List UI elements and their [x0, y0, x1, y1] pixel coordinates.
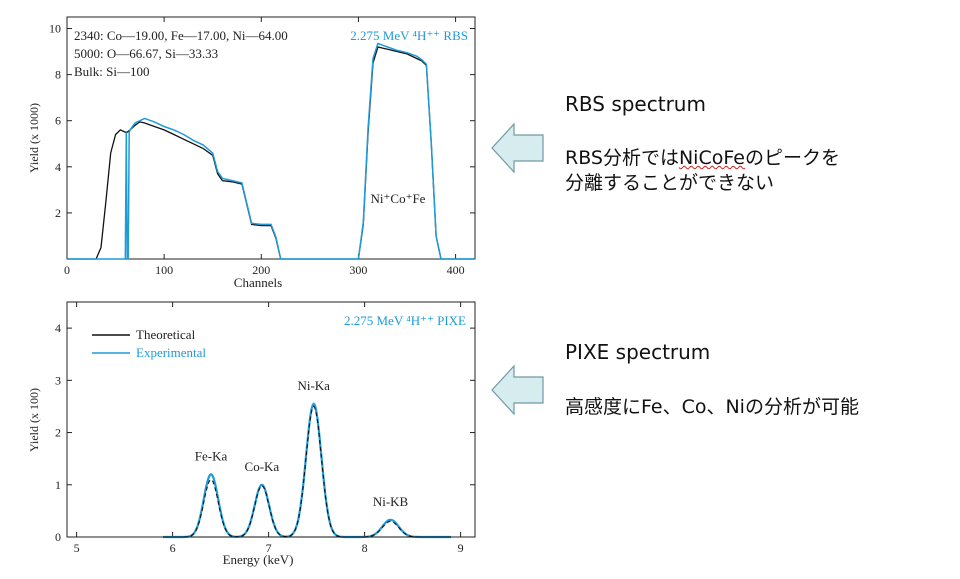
pixe-note-text: 高感度にFe、Co、Niの分析が可能	[565, 396, 859, 418]
x-tick-label: 6	[170, 541, 176, 555]
x-tick-label: 9	[458, 541, 464, 555]
y-tick-label: 3	[55, 373, 61, 387]
y-tick-label: 1	[55, 478, 61, 492]
pixe-peak-label: Co-Ka	[245, 459, 280, 474]
rbs-note-underlined: NiCoFe	[678, 147, 745, 169]
pixe-arrow-icon	[491, 364, 544, 416]
pixe-peak-label: Ni-Ka	[297, 378, 330, 393]
x-tick-label: 400	[447, 263, 465, 277]
rbs-peak-label: Ni⁺Co⁺Fe	[371, 191, 426, 206]
x-tick-label: 100	[155, 263, 173, 277]
rbs-note-text: RBS分析ではNiCoFeのピークを分離することができない	[565, 146, 840, 196]
pixe-series-group	[163, 402, 451, 539]
pixe-series-experimental	[163, 402, 451, 539]
y-tick-label: 2	[55, 426, 61, 440]
rbs-layer-line-1: 2340: Co—19.00, Fe—17.00, Ni—64.00	[74, 28, 288, 43]
x-tick-label: 200	[252, 263, 270, 277]
rbs-note-rest: のピークを	[744, 147, 840, 169]
pixe-peak-label: Ni-KB	[373, 494, 409, 509]
x-tick-label: 7	[266, 541, 272, 555]
rbs-plot-frame	[66, 16, 476, 260]
x-tick-label: 5	[74, 541, 80, 555]
rbs-layer-line-3: Bulk: Si—100	[74, 64, 150, 79]
y-tick-label: 6	[55, 114, 61, 128]
pixe-peak-labels: Fe-Ka Co-Ka Ni-Ka Ni-KB	[195, 378, 409, 509]
pixe-legend: Theoretical Experimental	[92, 327, 206, 360]
pixe-x-axis-label: Energy (keV)	[223, 552, 294, 567]
y-tick-label: 4	[55, 160, 61, 174]
rbs-series-group	[67, 42, 475, 260]
y-tick-label: 2	[55, 206, 61, 220]
rbs-note-line2: 分離することができない	[565, 172, 775, 194]
y-tick-label: 4	[55, 321, 61, 335]
rbs-x-axis-label: Channels	[234, 275, 282, 290]
rbs-note-prefix: RBS分析では	[565, 147, 679, 169]
rbs-arrow-icon	[491, 122, 544, 174]
rbs-beam-tag: 2.275 MeV ⁴H⁺⁺ RBS	[350, 28, 468, 43]
x-tick-label: 300	[349, 263, 367, 277]
rbs-chart: 0 100 200 300 400 2 4 6 8 10 Channels Yield (x 10…	[27, 16, 476, 290]
pixe-peak-label: Fe-Ka	[195, 448, 228, 463]
x-tick-label: 0	[64, 263, 70, 277]
rbs-axis-ticks: 0 100 200 300 400 2 4 6 8 10	[49, 17, 475, 277]
rbs-series-experimental	[67, 42, 475, 260]
y-tick-label: 10	[49, 22, 61, 36]
pixe-plot-frame	[66, 301, 476, 538]
pixe-y-axis-label: Yield (x 100)	[27, 388, 41, 452]
x-tick-label: 8	[362, 541, 368, 555]
legend-label-theoretical: Theoretical	[136, 327, 196, 342]
pixe-note-title: PIXE spectrum	[565, 340, 711, 364]
pixe-chart: 5 6 7 8 9 0 1 2 3 4 Energy (keV) Yield (x 100) 2.…	[27, 301, 476, 567]
rbs-layer-line-2: 5000: O—66.67, Si—33.33	[74, 46, 218, 61]
y-tick-label: 0	[55, 530, 61, 544]
pixe-axis-ticks: 5 6 7 8 9 0 1 2 3 4	[55, 302, 475, 555]
legend-label-experimental: Experimental	[136, 345, 206, 360]
pixe-beam-tag: 2.275 MeV ⁴H⁺⁺ PIXE	[344, 313, 466, 328]
rbs-y-axis-label: Yield (x 1000)	[27, 103, 41, 173]
pixe-series-theoretical	[163, 405, 451, 538]
y-tick-label: 8	[55, 68, 61, 82]
rbs-note-title: RBS spectrum	[565, 92, 706, 116]
